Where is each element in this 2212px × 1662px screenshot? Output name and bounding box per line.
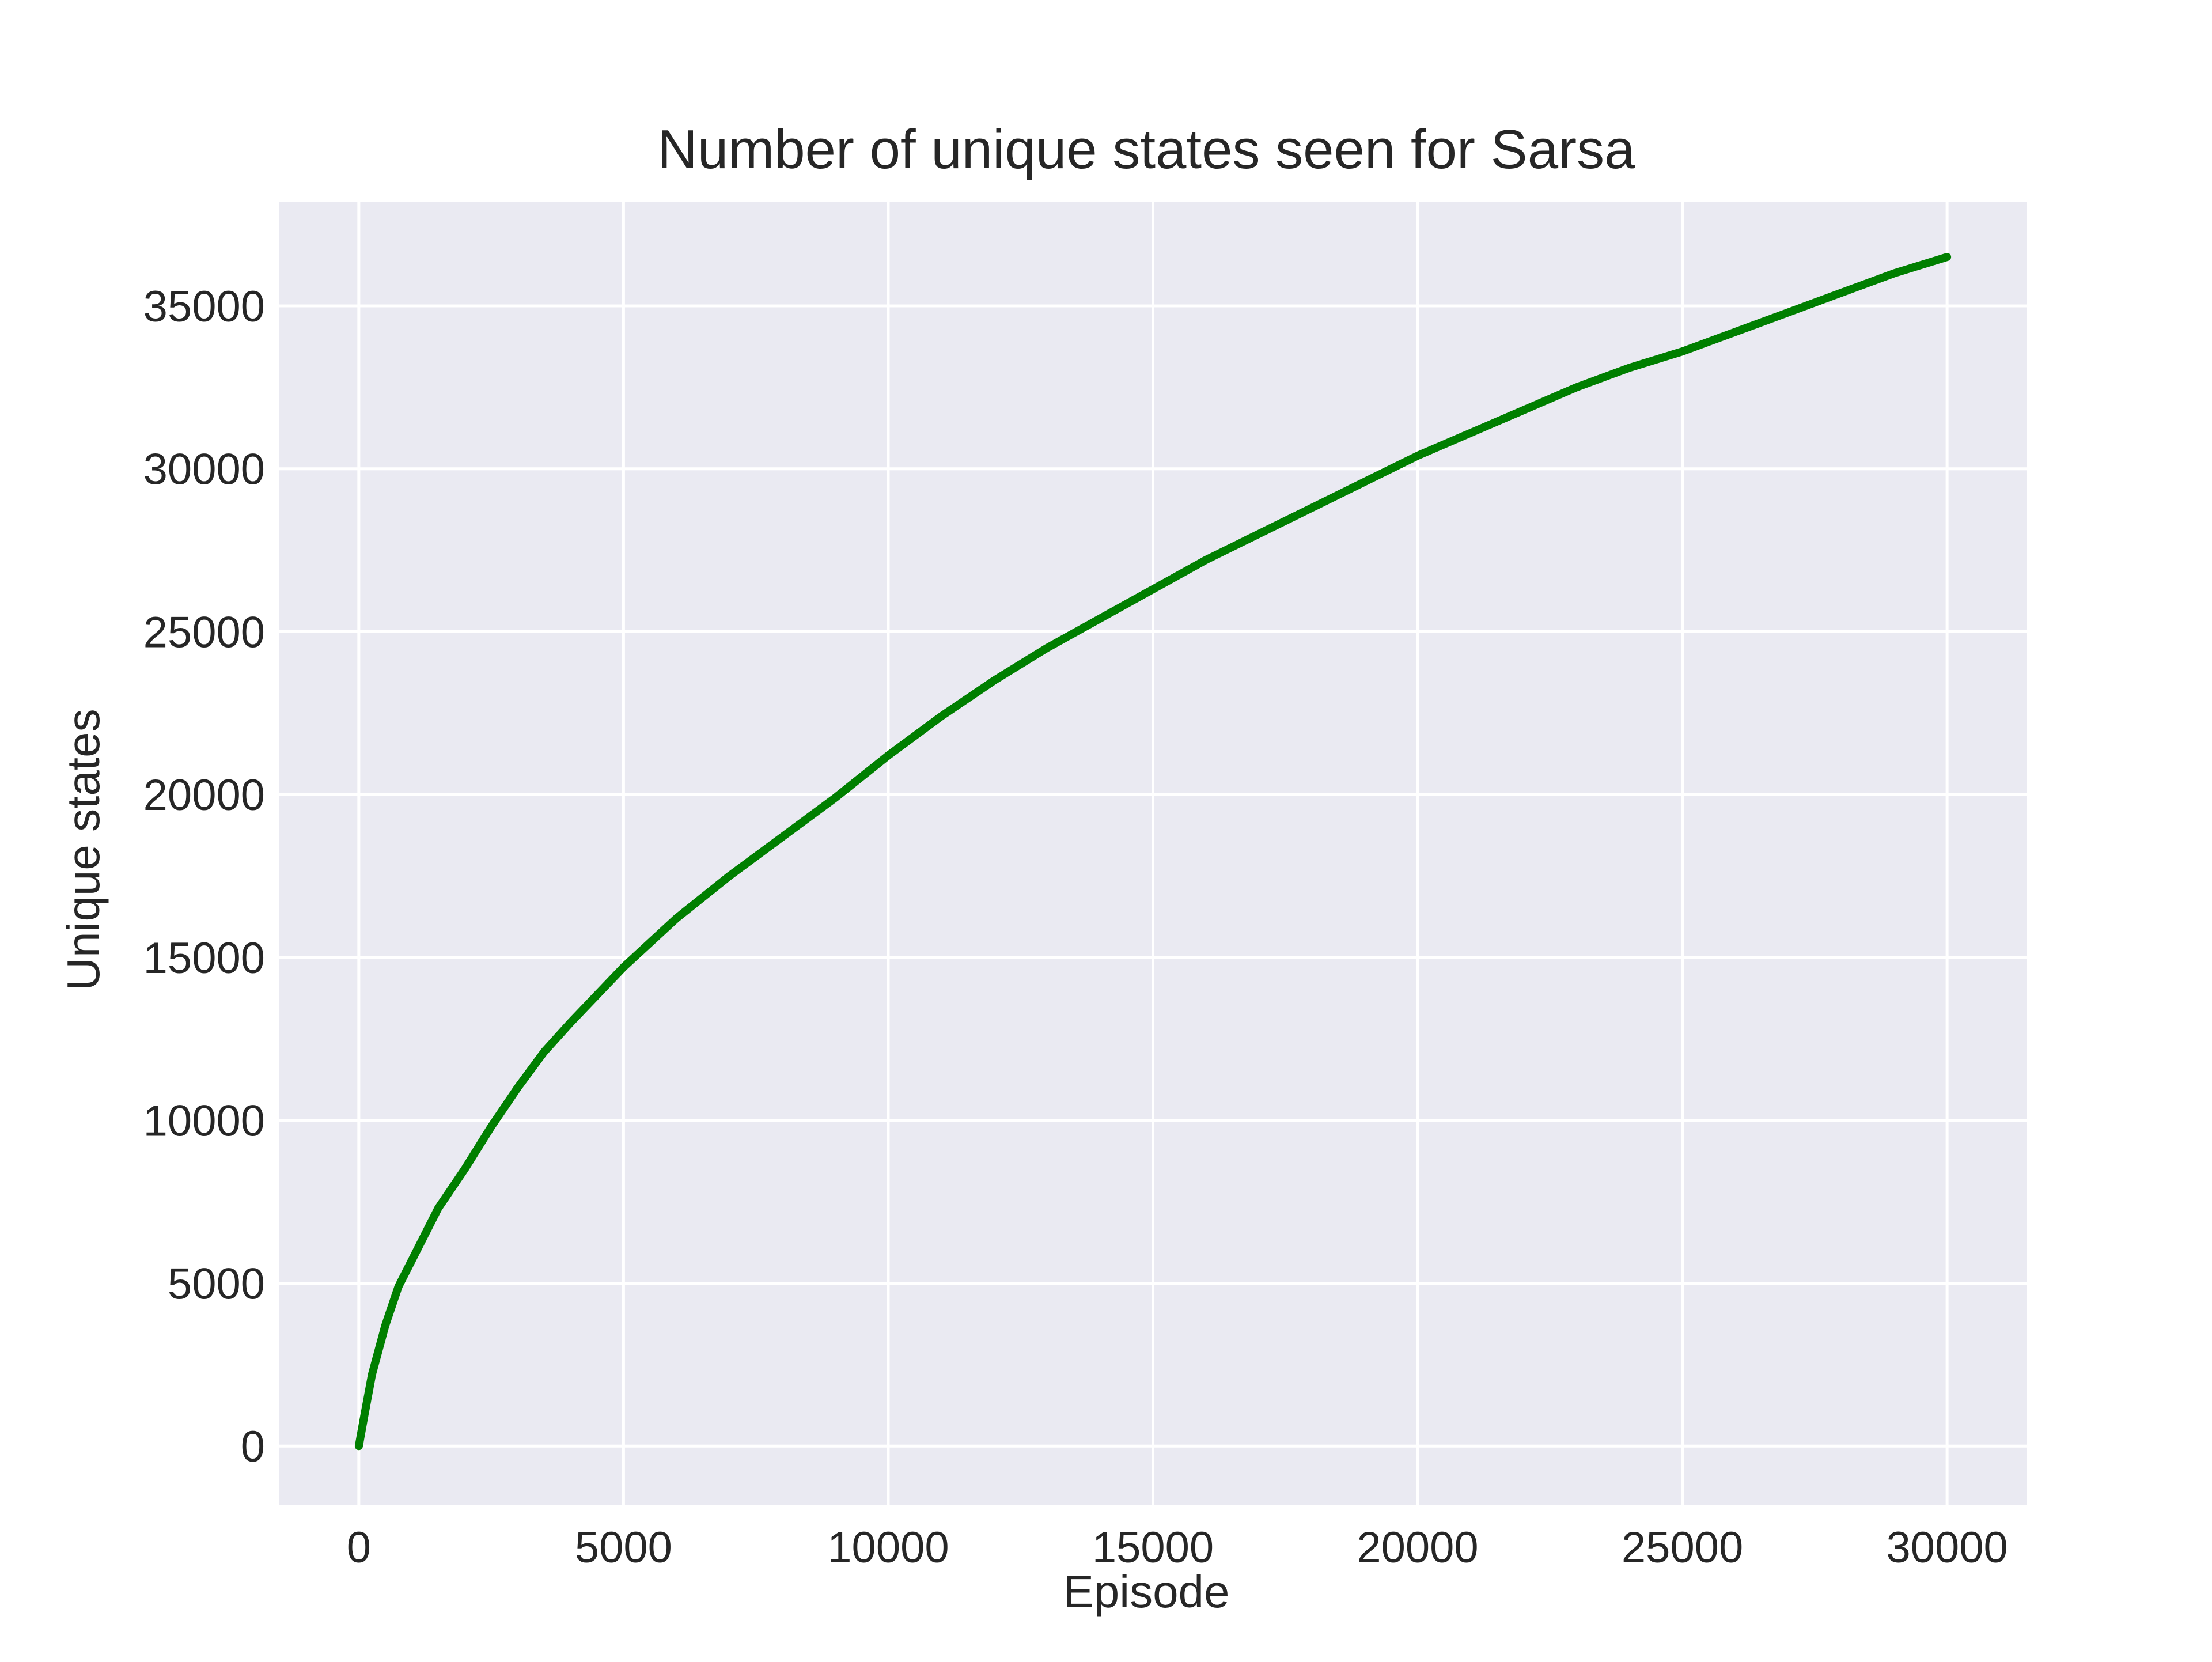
- x-tick-label: 5000: [575, 1523, 672, 1572]
- y-tick-label: 15000: [143, 934, 265, 983]
- series-line: [354, 253, 1952, 1451]
- tick-labels: 0 5000 10000 15000 20000 25000 30000 0 5000 10000…: [143, 282, 2008, 1572]
- y-tick-label: 20000: [143, 771, 265, 820]
- series-layer: [354, 253, 1952, 1451]
- y-tick-label: 10000: [143, 1097, 265, 1146]
- x-tick-label: 25000: [1622, 1523, 1743, 1572]
- y-tick-label: 0: [241, 1422, 265, 1471]
- grid: [279, 202, 2027, 1505]
- x-tick-label: 15000: [1092, 1523, 1214, 1572]
- x-tick-label: 30000: [1886, 1523, 2008, 1572]
- y-tick-label: 35000: [143, 282, 265, 331]
- y-tick-label: 30000: [143, 445, 265, 494]
- y-axis-label: Unique states: [58, 709, 109, 990]
- y-tick-label: 5000: [168, 1259, 265, 1308]
- x-tick-label: 10000: [827, 1523, 949, 1572]
- chart-title: Number of unique states seen for Sarsa: [658, 119, 1636, 180]
- x-tick-label: 20000: [1357, 1523, 1478, 1572]
- x-tick-label: 0: [347, 1523, 371, 1572]
- x-axis-label: Episode: [1063, 1566, 1229, 1617]
- y-tick-label: 25000: [143, 608, 265, 657]
